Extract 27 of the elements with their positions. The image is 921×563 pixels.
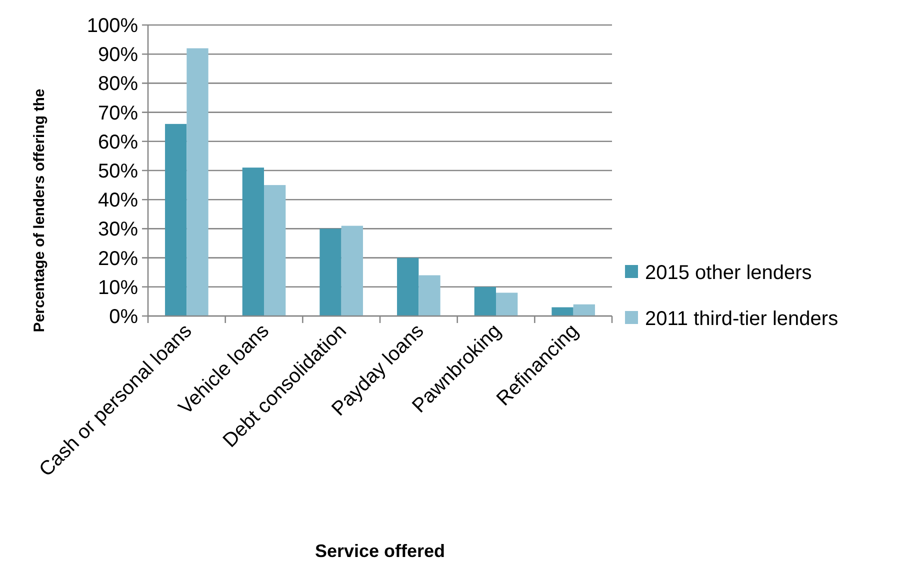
bar bbox=[552, 307, 574, 316]
legend-label: 2015 other lenders bbox=[645, 262, 812, 284]
bar bbox=[397, 258, 419, 316]
y-tick-label: 90% bbox=[98, 44, 138, 66]
bar bbox=[186, 48, 208, 316]
bar bbox=[165, 124, 187, 316]
y-tick-label: 70% bbox=[98, 102, 138, 124]
y-tick-label: 10% bbox=[98, 276, 138, 299]
y-tick-label: 80% bbox=[98, 73, 138, 96]
y-tick-label: 0% bbox=[109, 306, 138, 328]
y-tick-label: 100% bbox=[86, 15, 138, 37]
bar bbox=[474, 286, 496, 316]
y-tick-label: 30% bbox=[98, 218, 138, 241]
bar bbox=[341, 226, 363, 316]
y-tick-label: 60% bbox=[98, 131, 138, 154]
bar bbox=[496, 292, 518, 316]
bar bbox=[242, 168, 264, 316]
y-tick-label: 20% bbox=[98, 248, 138, 270]
y-axis-title: Percentage of lenders offering the bbox=[31, 88, 48, 332]
bar bbox=[573, 304, 595, 316]
bar bbox=[418, 275, 440, 316]
bar bbox=[320, 228, 342, 316]
x-axis-title: Service offered bbox=[314, 541, 446, 561]
bar bbox=[264, 185, 286, 316]
y-tick-label: 50% bbox=[98, 160, 138, 182]
y-tick-label: 40% bbox=[98, 190, 138, 212]
legend-label: 2011 third-tier lenders bbox=[645, 308, 838, 330]
